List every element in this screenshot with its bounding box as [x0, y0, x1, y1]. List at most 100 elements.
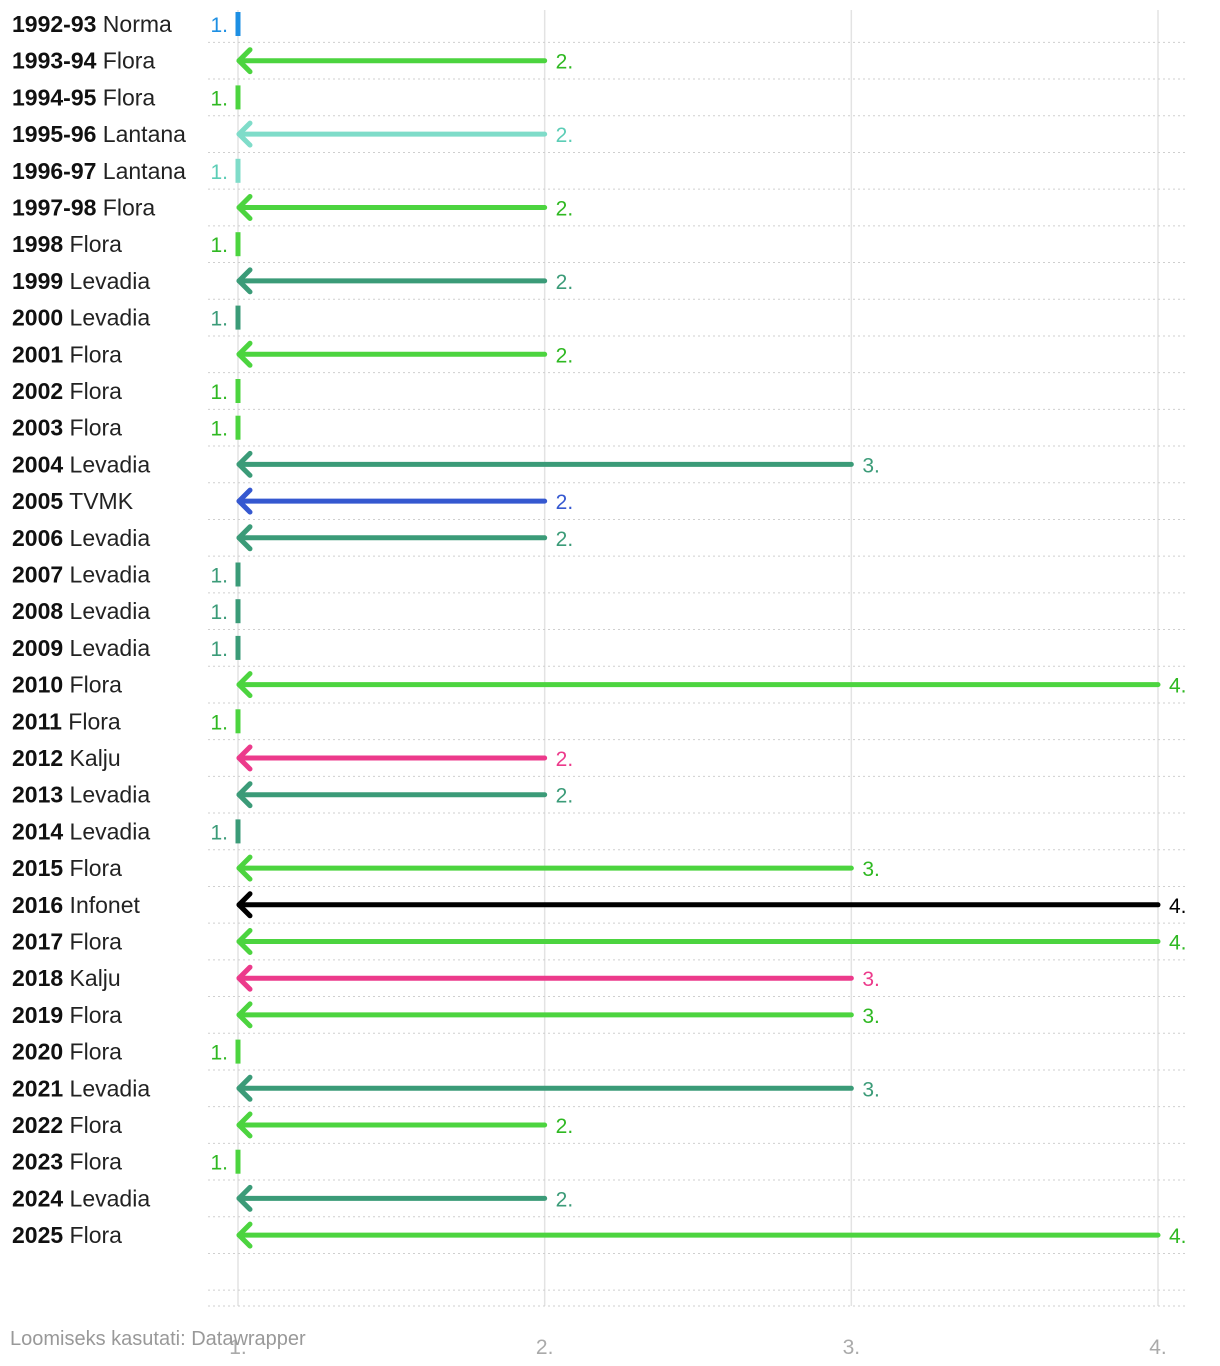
row-2012: 2012 Kalju 2. — [12, 744, 574, 772]
arrow-head — [236, 1001, 253, 1029]
start-marker — [235, 1149, 241, 1174]
row-team: Levadia — [63, 598, 150, 624]
value-label: 3. — [862, 1005, 880, 1028]
value-label: 2. — [556, 785, 574, 808]
row-year: 2000 — [12, 305, 63, 331]
row-team: Flora — [63, 378, 122, 404]
row-team: Kalju — [63, 745, 121, 771]
arrow-head — [236, 891, 253, 919]
row-team: Flora — [63, 1149, 122, 1175]
rows: 1992-93 Norma 1. 1993-94 Flora 2. 1994-95 Fl… — [12, 11, 1187, 1249]
value-label: 4. — [1169, 1225, 1187, 1248]
row-year: 2019 — [12, 1002, 63, 1028]
row-label: 2017 Flora — [12, 929, 122, 955]
value-label: 4. — [1169, 895, 1187, 918]
value-label: 1. — [210, 1042, 228, 1065]
value-label: 1. — [210, 821, 228, 844]
start-marker — [235, 415, 241, 440]
start-marker — [235, 12, 241, 36]
value-label: 1. — [210, 1152, 228, 1175]
row-team: Flora — [63, 231, 122, 257]
arrow-head — [236, 47, 253, 75]
x-tick-label: 1. — [229, 1336, 247, 1359]
value-label: 1. — [210, 87, 228, 110]
row-label: 2015 Flora — [12, 855, 122, 881]
start-marker — [235, 1039, 241, 1064]
arrow-head — [236, 524, 253, 552]
row-label: 2020 Flora — [12, 1039, 122, 1065]
value-label: 2. — [556, 124, 574, 147]
start-marker — [235, 305, 241, 330]
row-2014: 2014 Levadia 1. — [12, 818, 241, 844]
row-label: 2010 Flora — [12, 672, 122, 698]
row-label: 2007 Levadia — [12, 562, 150, 588]
row-team: Flora — [63, 672, 122, 698]
row-2011: 2011 Flora 1. — [12, 708, 241, 734]
row-label: 2002 Flora — [12, 378, 122, 404]
row-label: 1998 Flora — [12, 231, 122, 257]
arrow-head — [236, 744, 253, 772]
start-marker — [235, 379, 241, 403]
row-2010: 2010 Flora 4. — [12, 671, 1187, 699]
value-label: 1. — [210, 381, 228, 404]
value-label: 3. — [862, 968, 880, 991]
row-year: 1999 — [12, 268, 63, 294]
row-2000: 2000 Levadia 1. — [12, 305, 241, 331]
row-year: 2024 — [12, 1185, 63, 1211]
start-marker — [235, 158, 241, 183]
arrow-head — [236, 1184, 253, 1212]
row-team: Levadia — [63, 1185, 150, 1211]
row-1992-93: 1992-93 Norma 1. — [12, 11, 241, 37]
credit-text: Loomiseks kasutati: Datawrapper — [10, 1328, 306, 1350]
row-team: Levadia — [63, 782, 150, 808]
row-label: 2003 Flora — [12, 415, 122, 441]
row-year: 2011 — [12, 708, 62, 734]
row-year: 2021 — [12, 1075, 63, 1101]
row-year: 2003 — [12, 415, 63, 441]
arrow-head — [236, 450, 253, 478]
row-label: 2013 Levadia — [12, 782, 150, 808]
row-year: 1994-95 — [12, 84, 97, 110]
row-label: 2018 Kalju — [12, 965, 121, 991]
row-year: 2009 — [12, 635, 63, 661]
row-label: 2024 Levadia — [12, 1185, 150, 1211]
row-2002: 2002 Flora 1. — [12, 378, 241, 404]
row-2018: 2018 Kalju 3. — [12, 964, 880, 992]
row-label: 1992-93 Norma — [12, 11, 172, 37]
row-team: Kalju — [63, 965, 121, 991]
value-label: 2. — [556, 1115, 574, 1138]
row-year: 2004 — [12, 451, 63, 477]
row-2001: 2001 Flora 2. — [12, 340, 573, 368]
row-year: 2010 — [12, 672, 63, 698]
row-team: Norma — [96, 11, 172, 37]
start-marker — [235, 709, 241, 734]
row-year: 1993-94 — [12, 48, 97, 74]
row-1999: 1999 Levadia 2. — [12, 267, 573, 295]
row-1996-97: 1996-97 Lantana 1. — [12, 158, 241, 184]
row-team: Flora — [63, 1222, 122, 1248]
row-label: 2021 Levadia — [12, 1075, 150, 1101]
row-label: 2016 Infonet — [12, 892, 141, 918]
row-2023: 2023 Flora 1. — [12, 1149, 241, 1175]
row-year: 2013 — [12, 782, 63, 808]
x-tick-label: 4. — [1149, 1336, 1167, 1359]
row-year: 2015 — [12, 855, 63, 881]
row-team: Flora — [63, 1002, 122, 1028]
row-year: 2020 — [12, 1039, 63, 1065]
value-label: 1. — [210, 638, 228, 661]
row-2015: 2015 Flora 3. — [12, 854, 880, 882]
row-year: 1995-96 — [12, 121, 96, 147]
row-team: Flora — [62, 708, 121, 734]
x-tick-label: 3. — [843, 1336, 861, 1359]
row-team: Levadia — [63, 635, 150, 661]
row-year: 2001 — [12, 341, 63, 367]
start-marker — [235, 562, 241, 587]
row-year: 2023 — [12, 1149, 63, 1175]
row-2008: 2008 Levadia 1. — [12, 598, 241, 624]
value-label: 1. — [210, 234, 228, 257]
value-label: 2. — [556, 748, 574, 771]
value-label: 3. — [862, 454, 880, 477]
row-label: 1997-98 Flora — [12, 195, 155, 221]
row-team: Levadia — [63, 1075, 150, 1101]
row-2020: 2020 Flora 1. — [12, 1039, 241, 1065]
